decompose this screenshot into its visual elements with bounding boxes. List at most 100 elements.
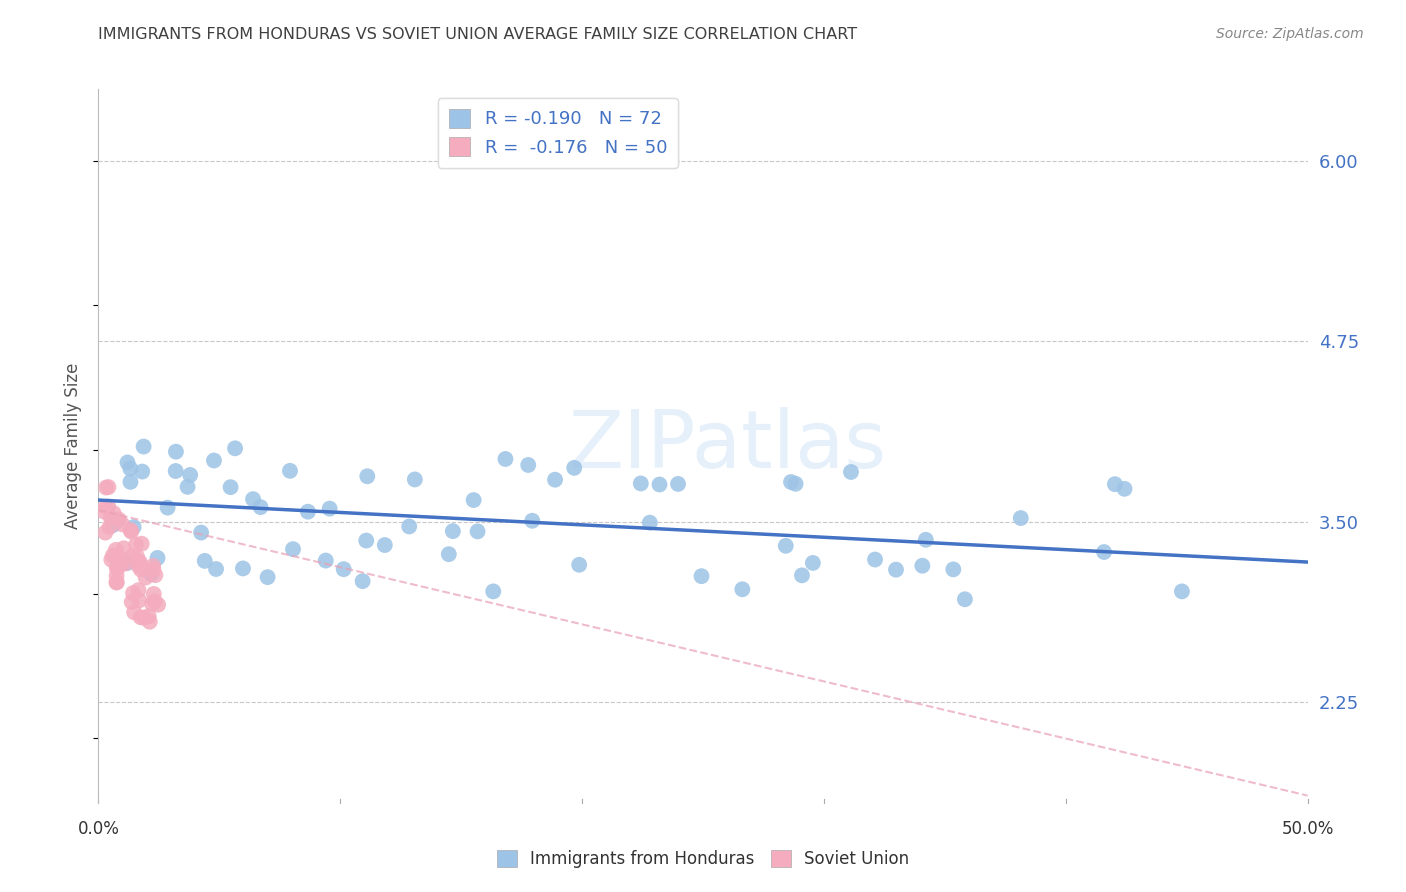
Point (101, 549, 124, 563)
Point (318, 501, 340, 516)
Point (630, 476, 652, 491)
Point (544, 473, 567, 487)
Point (121, 549, 143, 563)
Point (568, 558, 591, 572)
Point (138, 615, 160, 629)
Point (219, 480, 242, 494)
Point (135, 570, 157, 584)
Point (165, 444, 187, 458)
Point (105, 568, 128, 582)
Point (120, 475, 142, 489)
Point (1171, 584, 1194, 599)
Point (332, 562, 354, 576)
Point (190, 525, 212, 540)
Point (517, 458, 540, 472)
Point (112, 541, 135, 556)
Point (242, 492, 264, 507)
Point (127, 555, 149, 569)
Point (94, 500, 117, 514)
Text: 0.0%: 0.0% (77, 820, 120, 838)
Point (202, 453, 225, 467)
Point (194, 554, 217, 568)
Point (437, 547, 460, 561)
Text: IMMIGRANTS FROM HONDURAS VS SOVIET UNION AVERAGE FAMILY SIZE CORRELATION CHART: IMMIGRANTS FROM HONDURAS VS SOVIET UNION… (98, 27, 858, 42)
Point (117, 556, 139, 570)
Point (1104, 477, 1126, 491)
Point (94, 525, 117, 540)
Point (297, 505, 319, 519)
Point (107, 512, 129, 526)
Point (122, 605, 145, 619)
Point (942, 562, 965, 576)
Point (138, 609, 160, 624)
Point (467, 524, 489, 539)
Point (141, 597, 163, 611)
Point (356, 469, 378, 483)
Point (1010, 511, 1032, 525)
Point (143, 568, 166, 582)
Point (111, 517, 134, 532)
Point (105, 515, 128, 529)
Point (1114, 482, 1136, 496)
Point (105, 575, 128, 590)
Text: ZIPatlas: ZIPatlas (568, 407, 886, 485)
Point (165, 464, 187, 478)
Point (97, 480, 120, 494)
Point (104, 542, 127, 557)
Point (122, 586, 145, 600)
Point (780, 475, 803, 489)
Point (785, 476, 807, 491)
Point (224, 442, 246, 456)
Point (100, 552, 122, 566)
Point (120, 461, 142, 475)
Point (101, 518, 124, 533)
Legend: Immigrants from Honduras, Soviet Union: Immigrants from Honduras, Soviet Union (489, 843, 917, 875)
Text: Source: ZipAtlas.com: Source: ZipAtlas.com (1216, 27, 1364, 41)
Point (205, 562, 228, 576)
Point (179, 467, 201, 482)
Point (156, 500, 179, 515)
Point (232, 561, 254, 575)
Point (352, 574, 374, 589)
Point (953, 592, 976, 607)
Point (374, 538, 396, 552)
Point (120, 524, 142, 539)
Point (128, 593, 150, 607)
Legend: R = -0.190   N = 72, R =  -0.176   N = 50: R = -0.190 N = 72, R = -0.176 N = 50 (437, 98, 678, 168)
Point (93, 505, 115, 519)
Point (121, 595, 143, 609)
Point (562, 461, 585, 475)
Point (638, 516, 661, 530)
Point (648, 477, 671, 491)
Point (690, 569, 713, 583)
Point (146, 550, 169, 565)
Point (775, 539, 797, 553)
Point (249, 500, 271, 515)
Point (1092, 545, 1115, 559)
Point (129, 563, 152, 577)
Point (482, 584, 505, 599)
Point (131, 465, 153, 479)
Point (122, 520, 145, 534)
Point (278, 464, 301, 478)
Point (132, 440, 155, 454)
Point (398, 519, 420, 533)
Point (884, 563, 907, 577)
Point (107, 561, 129, 575)
Point (914, 533, 936, 547)
Point (110, 556, 132, 570)
Point (97, 500, 120, 514)
Point (103, 506, 125, 520)
Point (131, 537, 153, 551)
Point (315, 553, 337, 567)
Point (117, 455, 139, 469)
Point (129, 610, 152, 624)
Point (256, 570, 278, 584)
Point (129, 555, 152, 569)
Point (281, 542, 304, 557)
Point (441, 524, 464, 538)
Point (463, 493, 485, 508)
Point (105, 575, 128, 590)
Point (494, 452, 516, 467)
Point (142, 587, 165, 601)
